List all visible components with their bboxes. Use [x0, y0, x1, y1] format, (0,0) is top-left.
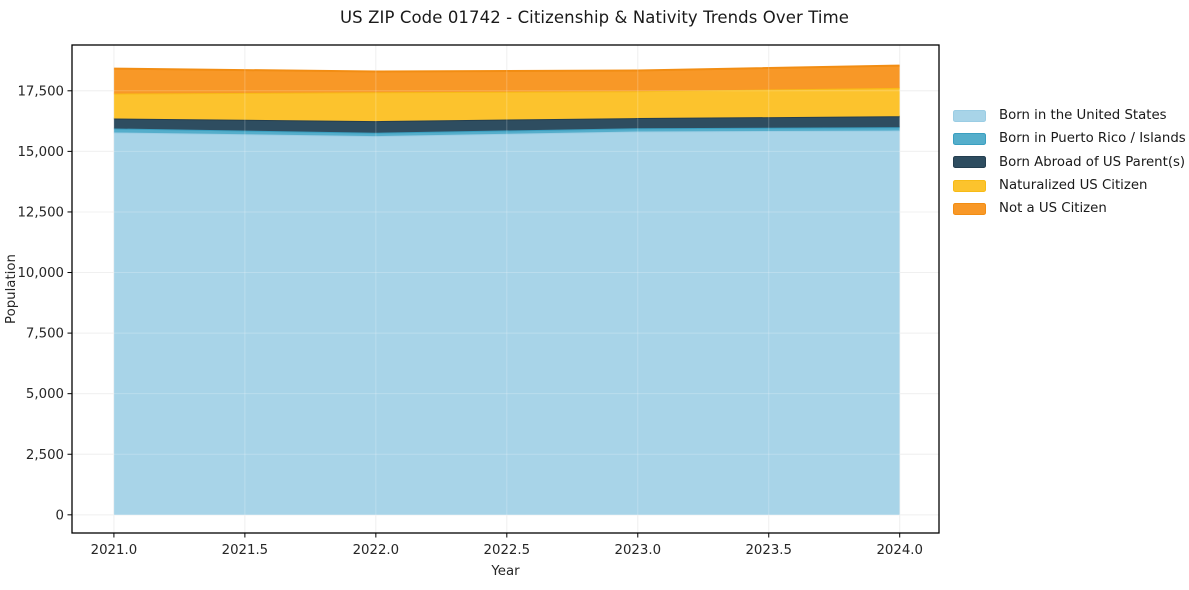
y-tick-label: 10,000	[17, 266, 64, 281]
legend-swatch-icon	[953, 109, 986, 122]
y-tick-label: 7,500	[26, 327, 64, 342]
x-axis-label: Year	[490, 564, 520, 579]
y-tick-label: 15,000	[17, 145, 64, 160]
legend-label: Not a US Citizen	[999, 201, 1107, 217]
area-series-0	[113, 130, 900, 515]
legend-item: Naturalized US Citizen	[953, 174, 1186, 197]
legend: Born in the United States Born in Puerto …	[953, 104, 1186, 220]
y-tick-label: 5,000	[26, 387, 64, 402]
legend-swatch-icon	[953, 202, 986, 215]
legend-swatch-icon	[953, 156, 986, 169]
x-tick-label: 2021.0	[91, 543, 138, 558]
x-tick-label: 2024.0	[876, 543, 923, 558]
y-tick-label: 0	[56, 508, 64, 523]
x-tick-label: 2022.0	[353, 543, 400, 558]
plot-border	[71, 44, 940, 534]
area-series-2	[113, 116, 900, 133]
y-axis-label: Population	[4, 254, 19, 324]
legend-item: Born Abroad of US Parent(s)	[953, 151, 1186, 174]
legend-label: Born Abroad of US Parent(s)	[999, 154, 1186, 170]
x-tick-label: 2022.5	[484, 543, 531, 558]
legend-item: Born in Puerto Rico / Islands	[953, 127, 1186, 150]
legend-item: Not a US Citizen	[953, 197, 1186, 220]
legend-item: Born in the United States	[953, 104, 1186, 127]
legend-label: Born in the United States	[999, 108, 1167, 124]
area-edge-4	[113, 64, 900, 73]
x-tick-label: 2021.5	[222, 543, 269, 558]
legend-swatch-icon	[953, 132, 986, 145]
x-tick-label: 2023.0	[615, 543, 662, 558]
y-tick-label: 2,500	[26, 448, 64, 463]
y-tick-label: 12,500	[17, 205, 64, 220]
area-series-4	[113, 65, 900, 94]
chart-title: US ZIP Code 01742 - Citizenship & Nativi…	[339, 8, 850, 27]
area-series-3	[113, 87, 900, 122]
legend-label: Born in Puerto Rico / Islands	[999, 131, 1186, 147]
y-tick-label: 17,500	[17, 84, 64, 99]
x-tick-label: 2023.5	[745, 543, 792, 558]
legend-label: Naturalized US Citizen	[999, 178, 1148, 194]
legend-swatch-icon	[953, 179, 986, 192]
area-series-1	[113, 127, 900, 137]
